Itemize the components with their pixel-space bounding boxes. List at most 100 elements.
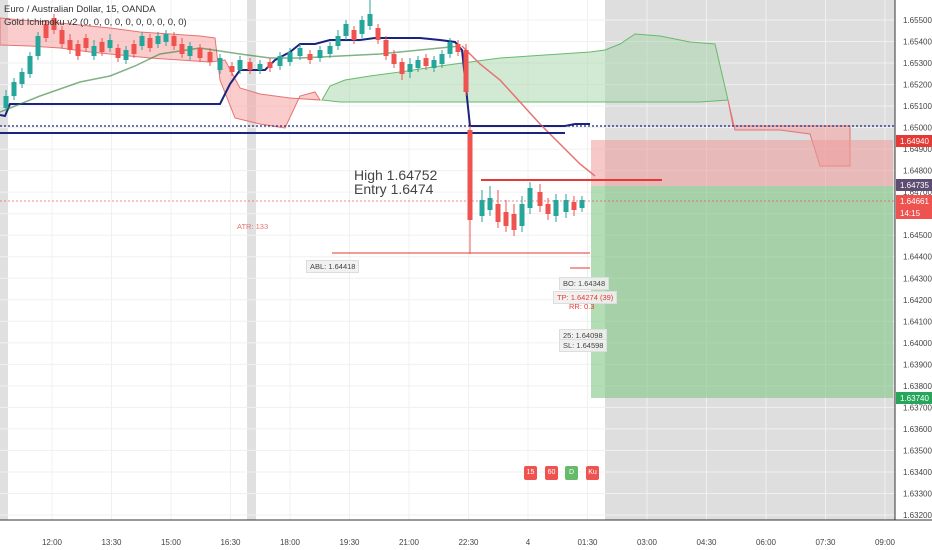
candle-body [287,52,293,62]
candle-body [19,72,25,84]
candle-body [503,212,509,226]
candle-body [455,44,461,52]
stop-loss-zone [591,140,893,186]
candle-body [375,28,381,40]
price-marker [896,207,932,219]
price-tick-label: 1.63800 [903,382,932,391]
time-tick-label: 19:30 [339,538,360,547]
price-marker [896,392,932,404]
price-tick-label: 1.64200 [903,296,932,305]
price-marker-label: 1.63740 [900,394,929,403]
candle-body [179,44,185,54]
candle-body [479,200,485,216]
candle-body [553,200,559,216]
time-tick-label: 16:30 [220,538,241,547]
candle-body [415,60,421,68]
candle-body [123,50,129,60]
tf-button-60[interactable]: 60 [545,466,558,480]
tp-label: TP: 1.64274 (39) [553,291,618,304]
candle-body [571,202,577,210]
time-tick-label: 4 [526,538,531,547]
tf-button-d[interactable]: D [565,466,578,480]
candle-body [51,18,57,30]
candle-body [399,62,405,74]
price-marker [896,179,932,191]
candle-body [407,64,413,72]
candle-body [391,54,397,64]
tf-button-15[interactable]: 15 [524,466,537,480]
candle-body [197,48,203,58]
price-tick-label: 1.63700 [903,403,932,412]
candle-body [187,46,193,56]
price-tick-label: 1.65200 [903,81,932,90]
candle-body [439,54,445,64]
candle-body [359,20,365,34]
candle-body [147,38,153,48]
price-marker [896,195,932,207]
candle-body [43,24,49,38]
candle-body [267,62,273,68]
candle-body [307,54,313,60]
time-tick-label: 21:00 [399,538,420,547]
candle-body [107,40,113,48]
candle-body [495,204,501,222]
candle-body [59,30,65,44]
chart-title: Euro / Australian Dollar, 15, OANDA [4,4,156,15]
candle-body [545,204,551,214]
price-tick-label: 1.63500 [903,446,932,455]
candle-body [67,40,73,50]
candle-body [75,44,81,56]
price-tick-label: 1.65300 [903,59,932,68]
price-tick-label: 1.65100 [903,102,932,111]
candle-body [511,214,517,230]
time-tick-label: 13:30 [101,538,122,547]
time-tick-label: 04:30 [696,538,717,547]
candle-body [383,40,389,56]
time-tick-label: 09:00 [875,538,896,547]
price-tick-label: 1.63900 [903,360,932,369]
candle-body [343,24,349,36]
candle-body [519,204,525,226]
candle-body [487,198,493,210]
candle-body [467,130,473,220]
time-tick-label: 06:00 [756,538,777,547]
price-marker-label: 1.64940 [900,137,929,146]
price-marker-label: 1.64735 [900,181,929,190]
candle-body [115,48,121,58]
candle-body [207,52,213,62]
candle-body [83,38,89,48]
candle-body [217,58,223,70]
indicator-legend[interactable]: Gold Ichimoku v2 (0, 0, 0, 0, 0, 0, 0, 0… [4,17,187,28]
time-tick-label: 07:30 [815,538,836,547]
time-tick-label: 12:00 [42,538,63,547]
candle-body [297,48,303,56]
price-tick-label: 1.63600 [903,425,932,434]
candle-body [447,42,453,54]
candle-body [91,46,97,56]
time-tick-label: 01:30 [577,538,598,547]
candle-body [3,96,9,108]
tf-button-ku[interactable]: Ku [586,466,599,480]
price-marker [896,135,932,147]
candle-body [563,200,569,212]
price-tick-label: 1.64300 [903,274,932,283]
candle-body [247,62,253,70]
time-tick-label: 03:00 [637,538,658,547]
ichimoku-cloud-bullish [321,33,729,103]
time-tick-label: 18:00 [280,538,301,547]
candle-body [257,64,263,70]
candle-body [367,14,373,26]
price-marker-label: 1.64661 [900,197,929,206]
entry-label: Entry 1.6474 [354,181,434,197]
time-tick-label: 22:30 [458,538,479,547]
bo-label: BO: 1.64348 [559,277,610,290]
price-tick-label: 1.63400 [903,468,932,477]
candle-body [163,34,169,42]
chikou-line [461,45,596,177]
candle-body [155,36,161,44]
candle-body [527,188,533,208]
candle-body [277,56,283,66]
abl-label: ABL: 1.64418 [306,260,360,273]
tenkan-line [0,45,461,113]
